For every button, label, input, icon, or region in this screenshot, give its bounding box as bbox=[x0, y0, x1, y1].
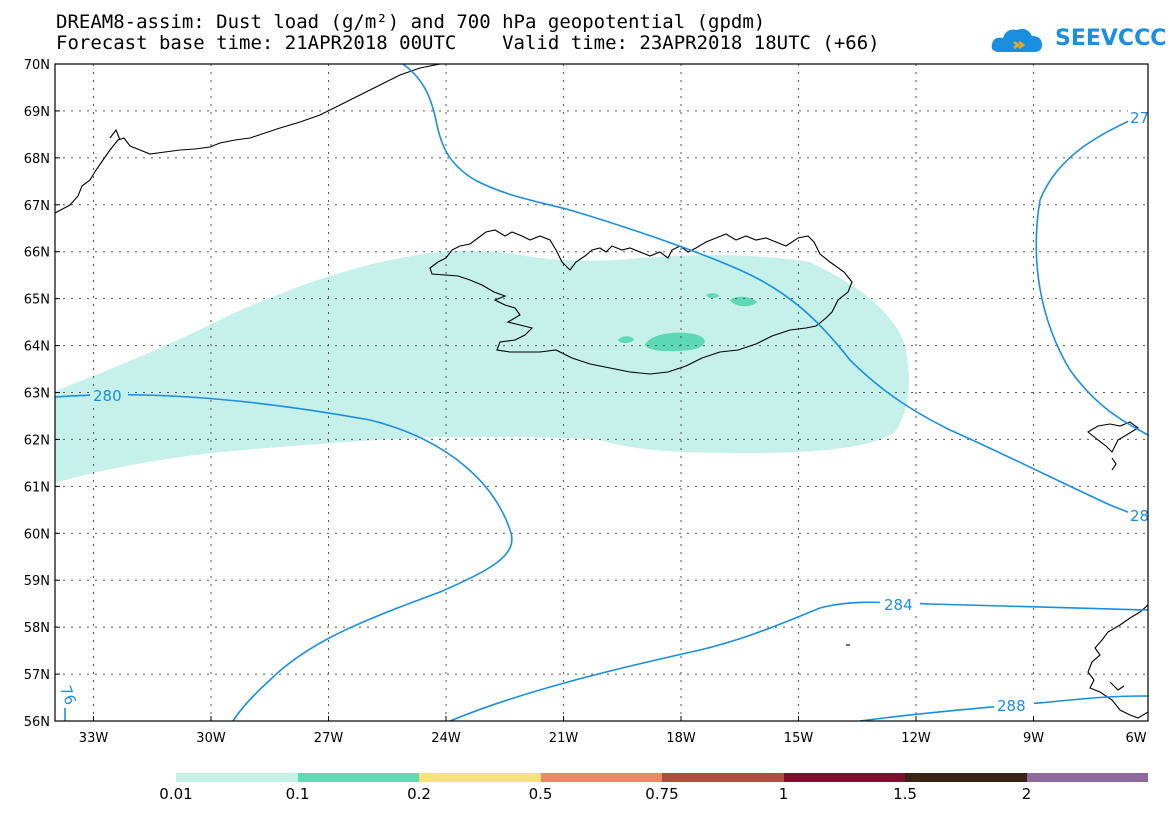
lat-label: 69N bbox=[24, 105, 50, 120]
dust-patch-mid bbox=[730, 296, 757, 307]
lat-label: 58N bbox=[24, 621, 50, 636]
colorbar-label: 0.5 bbox=[528, 785, 553, 803]
colorbar-segment bbox=[783, 773, 905, 782]
lon-label: 24W bbox=[431, 731, 461, 746]
colorbar-label: 0.2 bbox=[407, 785, 431, 803]
lat-label: 66N bbox=[24, 246, 50, 261]
colorbar-label: 0.75 bbox=[645, 785, 679, 803]
lat-label: 67N bbox=[24, 199, 50, 214]
lon-label: 15W bbox=[784, 731, 814, 746]
colorbar-label: 1.5 bbox=[893, 785, 917, 803]
dust-patch-mid bbox=[645, 332, 705, 352]
contour-label-284: 284 bbox=[884, 596, 913, 614]
lat-label: 56N bbox=[24, 715, 50, 730]
lat-label: 70N bbox=[24, 58, 50, 73]
lat-label: 57N bbox=[24, 668, 50, 683]
dust-area-low bbox=[55, 250, 909, 483]
lat-label: 59N bbox=[24, 574, 50, 589]
lat-label: 60N bbox=[24, 527, 50, 542]
cloud-logo-icon bbox=[991, 28, 1042, 52]
colorbar-segment bbox=[297, 773, 419, 782]
contour-label-276: 76 bbox=[56, 683, 79, 707]
colorbar-segment bbox=[540, 773, 662, 782]
lon-label: 21W bbox=[549, 731, 579, 746]
dust-patch-mid bbox=[618, 336, 634, 343]
contour-label-288: 288 bbox=[997, 697, 1026, 715]
lat-label: 64N bbox=[24, 340, 50, 355]
lon-label: 30W bbox=[196, 731, 226, 746]
colorbar-segment bbox=[905, 773, 1027, 782]
contour-label-280: 280 bbox=[93, 387, 122, 405]
lon-label: 33W bbox=[79, 731, 109, 746]
colorbar-label: 0.1 bbox=[285, 785, 310, 803]
lat-label: 65N bbox=[24, 293, 50, 308]
lat-label: 68N bbox=[24, 152, 50, 167]
colorbar-label: 0.01 bbox=[159, 785, 193, 803]
dust-patch-mid bbox=[706, 293, 719, 299]
map-title: DREAM8-assim: Dust load (g/m²) and 700 h… bbox=[56, 11, 766, 33]
colorbar-segment bbox=[662, 773, 784, 782]
colorbar-segment bbox=[419, 773, 541, 782]
geopotential-contours bbox=[55, 64, 1148, 721]
map-subtitle: Forecast base time: 21APR2018 00UTC Vali… bbox=[56, 32, 880, 54]
colorbar-label: 1 bbox=[778, 785, 789, 803]
contour-label-27x: 27 bbox=[1130, 109, 1149, 127]
lon-label: 12W bbox=[901, 731, 931, 746]
lat-label: 62N bbox=[24, 433, 50, 448]
lat-label: 63N bbox=[24, 387, 50, 402]
contour-label-28x: 28 bbox=[1130, 507, 1149, 525]
lon-label: 27W bbox=[314, 731, 344, 746]
lon-label: 6W bbox=[1125, 731, 1146, 746]
colorbar-segment bbox=[1026, 773, 1148, 782]
coastline bbox=[55, 64, 1148, 719]
colorbar-segment bbox=[176, 773, 298, 782]
colorbar-label: 2 bbox=[1021, 785, 1032, 803]
lat-label: 61N bbox=[24, 480, 50, 495]
lon-label: 9W bbox=[1023, 731, 1044, 746]
lon-label: 18W bbox=[666, 731, 696, 746]
logo-text: SEEVCCC bbox=[1055, 26, 1167, 51]
